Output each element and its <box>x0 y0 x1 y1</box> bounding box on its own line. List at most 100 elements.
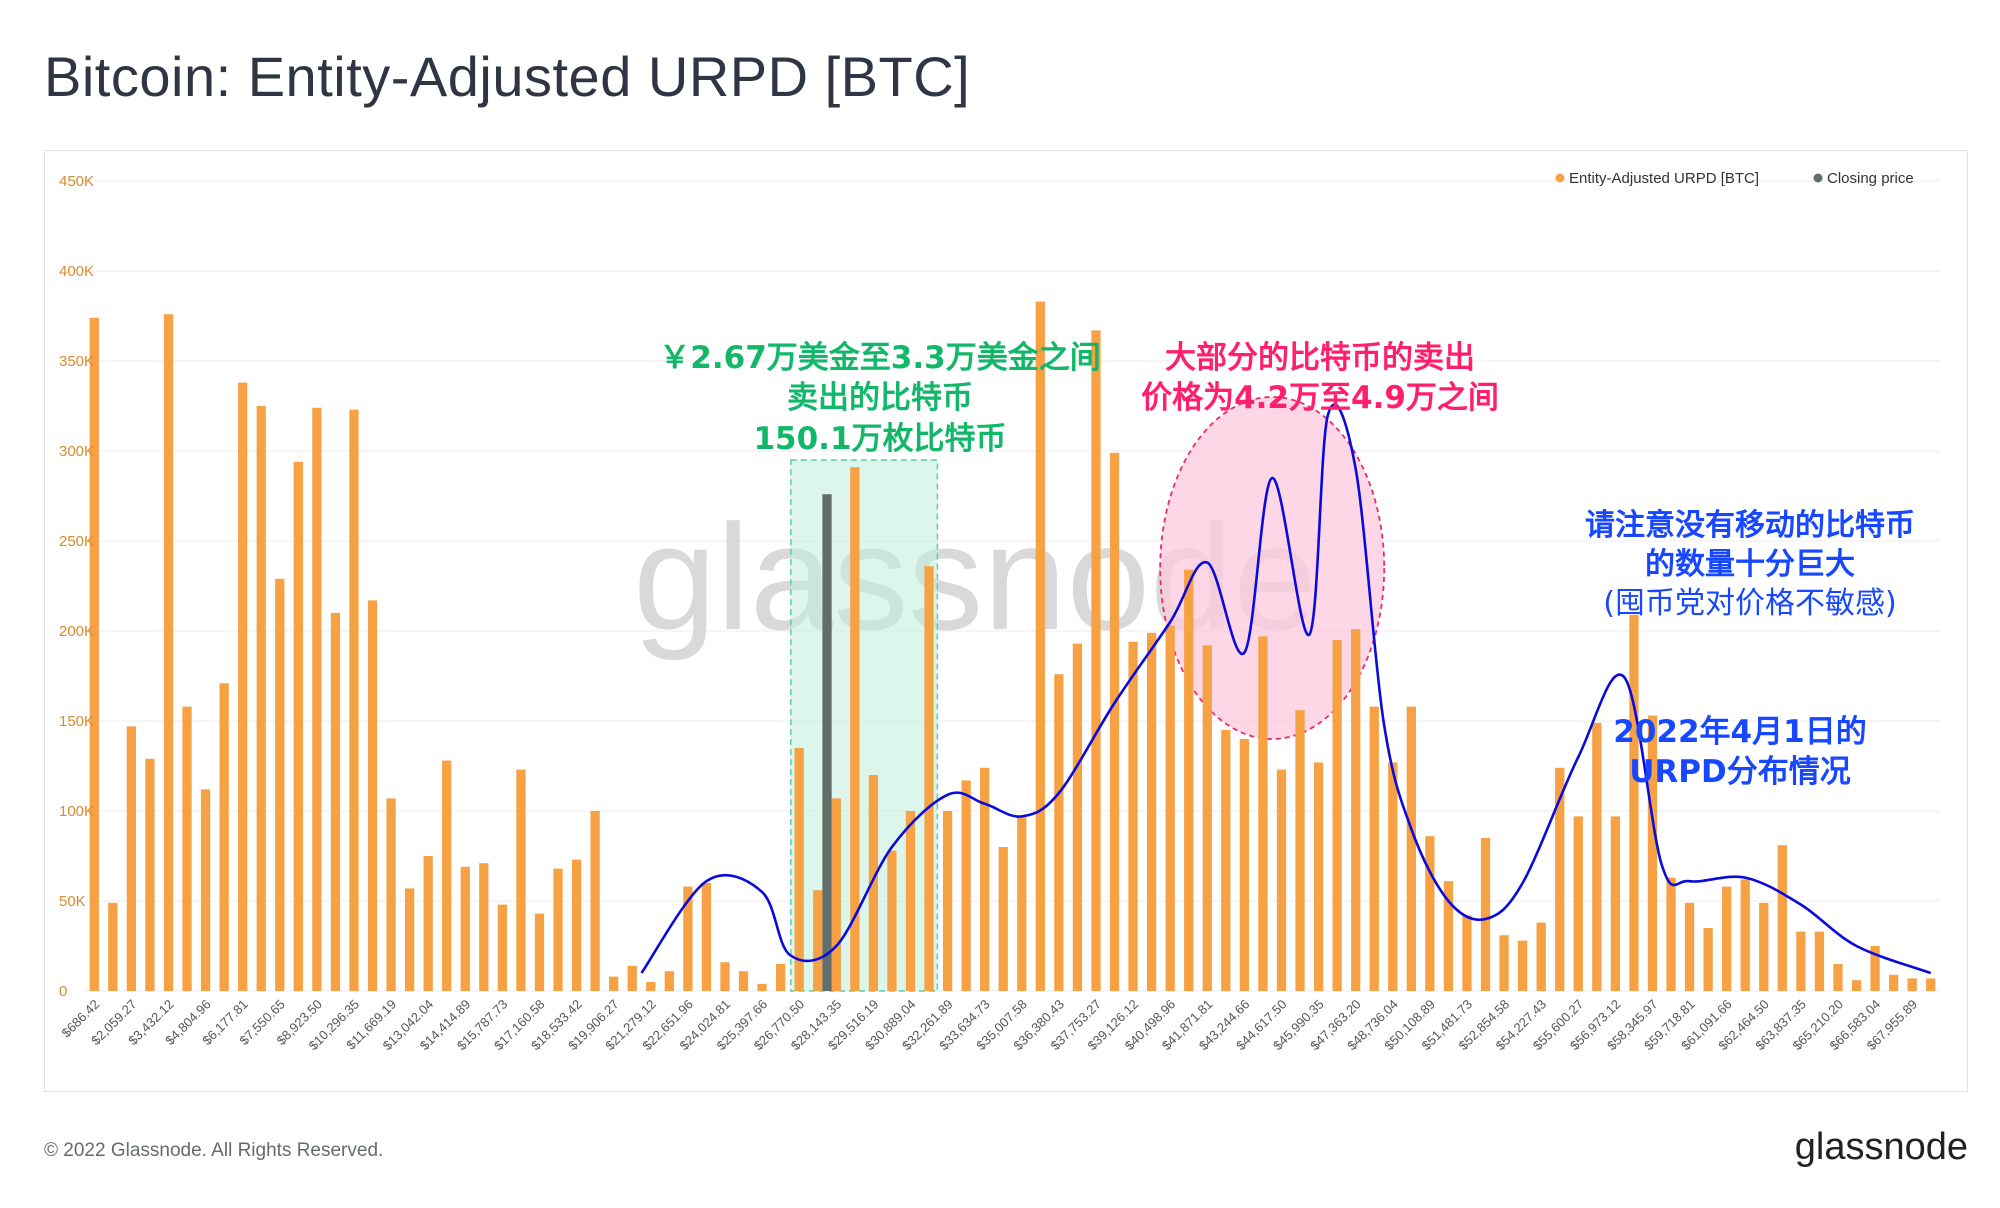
urpd-bar <box>1276 769 1287 991</box>
urpd-bar <box>627 965 637 991</box>
urpd-bar <box>831 798 841 991</box>
urpd-bar <box>497 904 508 991</box>
annotation-line: 卖出的比特币 <box>787 380 973 417</box>
urpd-bar <box>571 859 582 991</box>
urpd-bar <box>1740 879 1750 991</box>
urpd-bar <box>1109 452 1120 991</box>
urpd-bar <box>367 600 378 991</box>
urpd-bar <box>924 566 934 991</box>
urpd-bar <box>1517 940 1528 991</box>
annotation-line: 的数量十分巨大 <box>1645 547 1855 582</box>
urpd-bar <box>1388 762 1398 991</box>
urpd-bar <box>961 780 971 991</box>
highlight-regions <box>790 396 1386 992</box>
urpd-bar <box>1258 636 1268 991</box>
page-title: Bitcoin: Entity-Adjusted URPD [BTC] <box>44 45 971 108</box>
urpd-bar <box>460 866 470 991</box>
urpd-bar <box>1629 614 1639 991</box>
urpd-bars <box>89 301 1936 992</box>
urpd-bar <box>1351 629 1361 991</box>
urpd-bar <box>423 856 433 991</box>
urpd-bar <box>108 902 118 991</box>
urpd-bar <box>1907 978 1917 991</box>
urpd-bar <box>1146 632 1157 991</box>
urpd-bar <box>775 964 786 991</box>
y-tick-label: 200K <box>59 623 94 640</box>
urpd-bar <box>553 868 563 991</box>
distribution-curve <box>640 403 1932 975</box>
urpd-bar <box>442 760 452 991</box>
urpd-bar <box>1443 881 1454 991</box>
urpd-bar <box>1684 902 1695 991</box>
urpd-bar <box>1926 978 1936 991</box>
urpd-bar <box>813 890 823 991</box>
urpd-bar <box>163 314 174 991</box>
urpd-bar <box>275 578 285 991</box>
y-tick-label: 400K <box>59 263 94 280</box>
distribution-curve-group <box>640 403 1932 975</box>
urpd-bar <box>312 407 322 991</box>
legend-marker-closing <box>1813 173 1823 183</box>
urpd-bar <box>1017 816 1027 991</box>
urpd-bar <box>1759 902 1769 991</box>
urpd-bar <box>1425 836 1435 991</box>
urpd-bar <box>1796 931 1806 991</box>
urpd-bar <box>1369 706 1379 991</box>
urpd-bar <box>126 726 137 991</box>
urpd-bar <box>646 982 656 991</box>
urpd-bar <box>683 886 693 991</box>
urpd-bar <box>1814 931 1825 991</box>
annotation-line: 大部分的比特币的卖出 <box>1165 340 1475 376</box>
urpd-bar <box>1870 946 1880 991</box>
annotation-line: 价格为4.2万至4.9万之间 <box>1141 380 1499 417</box>
urpd-bar <box>1239 739 1250 991</box>
urpd-bar <box>1480 838 1491 991</box>
annotation-line: (囤币党对价格不敏感) <box>1603 586 1897 621</box>
closing-price-bar <box>822 494 832 991</box>
urpd-bar <box>1666 877 1676 991</box>
urpd-bar <box>1573 816 1583 991</box>
urpd-bar <box>182 706 192 991</box>
urpd-bar <box>89 317 99 991</box>
y-tick-label: 50K <box>59 893 86 910</box>
urpd-bar <box>349 409 359 992</box>
urpd-bar <box>479 863 489 991</box>
urpd-bar <box>200 789 211 991</box>
annotation-date: 2022年4月1日的 URPD分布情况 <box>1560 712 1920 793</box>
urpd-bar <box>516 769 526 991</box>
annotation-main-sell-price: 大部分的比特币的卖出 价格为4.2万至4.9万之间 <box>1120 338 1520 419</box>
urpd-bar <box>330 613 341 991</box>
y-tick-label: 350K <box>59 353 94 370</box>
y-axis: 0 50K 100K 150K 200K 250K 300K 350K 400K 450K <box>59 173 94 1000</box>
urpd-bar <box>905 811 916 991</box>
urpd-bar <box>850 467 860 991</box>
annotation-sell-range: ￥2.67万美金至3.3万美金之间 卖出的比特币 150.1万枚比特币 <box>640 338 1120 459</box>
urpd-bar <box>1888 974 1899 991</box>
urpd-bar <box>145 758 155 991</box>
closing-price-bar-group <box>822 494 832 991</box>
legend-label-urpd: Entity-Adjusted URPD [BTC] <box>1569 170 1759 187</box>
urpd-bar <box>738 971 749 991</box>
urpd-bar <box>1128 641 1138 991</box>
legend: Entity-Adjusted URPD [BTC] Closing price <box>1555 170 1914 187</box>
y-tick-label: 150K <box>59 713 94 730</box>
urpd-bar <box>887 850 897 991</box>
y-tick-label: 250K <box>59 533 94 550</box>
urpd-bar <box>386 798 396 991</box>
urpd-bar <box>1499 935 1509 991</box>
urpd-bar <box>1184 569 1194 991</box>
y-tick-label: 100K <box>59 803 94 820</box>
urpd-bar <box>980 767 990 991</box>
urpd-bar <box>404 888 415 991</box>
urpd-chart: glassnode 050K100K150K200K250K300K350K40… <box>59 170 1940 1053</box>
urpd-bar <box>1555 767 1565 991</box>
urpd-bar <box>701 883 712 991</box>
annotation-line: 150.1万枚比特币 <box>753 420 1007 457</box>
urpd-bar <box>1054 674 1064 991</box>
sell-range-highlight <box>790 459 939 992</box>
footer-logo: glassnode <box>1794 1126 1968 1168</box>
urpd-bar <box>1610 816 1621 991</box>
urpd-bar <box>720 962 730 991</box>
footer-copyright: © 2022 Glassnode. All Rights Reserved. <box>44 1140 384 1161</box>
urpd-bar <box>1833 964 1843 991</box>
